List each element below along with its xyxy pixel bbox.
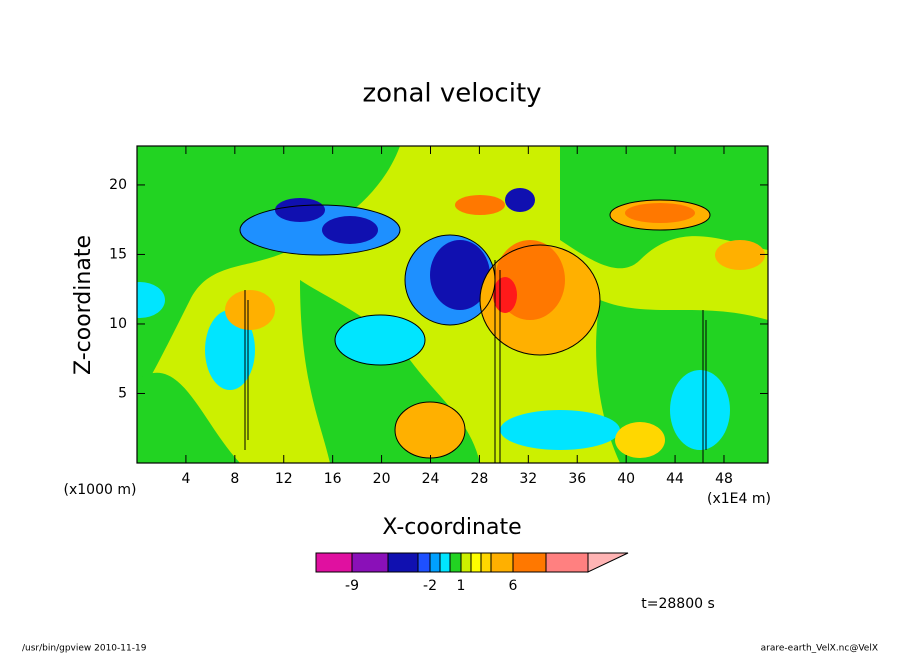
x-tick-label: 8 — [230, 471, 239, 487]
x-tick-label: 32 — [519, 471, 537, 487]
colorbar — [315, 552, 629, 573]
time-label: t=28800 s — [641, 596, 715, 612]
colorbar-label: 1 — [457, 578, 466, 594]
y-tick-label: 5 — [118, 385, 127, 401]
footer-left: /usr/bin/gpview 2010-11-19 — [22, 644, 147, 654]
colorbar-label: -9 — [345, 578, 359, 594]
y-unit: (x1000 m) — [64, 482, 137, 498]
y-tick-label: 15 — [109, 246, 127, 262]
x-unit: (x1E4 m) — [707, 491, 771, 507]
x-tick-label: 36 — [568, 471, 586, 487]
x-tick-label: 16 — [324, 471, 342, 487]
y-tick-label: 20 — [109, 177, 127, 193]
footer-right: arare-earth_VelX.nc@VelX — [761, 644, 878, 654]
plot-frame — [136, 145, 769, 464]
x-axis-label: X-coordinate — [382, 515, 521, 540]
x-tick-label: 44 — [666, 471, 684, 487]
x-tick-label: 40 — [617, 471, 635, 487]
y-tick-label: 10 — [109, 316, 127, 332]
x-tick-label: 20 — [373, 471, 391, 487]
x-tick-label: 48 — [715, 471, 733, 487]
x-tick-label: 4 — [181, 471, 190, 487]
colorbar-label: 6 — [509, 578, 518, 594]
contour-field — [137, 146, 768, 463]
colorbar-label: -2 — [423, 578, 437, 594]
y-axis-label: Z-coordinate — [71, 235, 96, 375]
x-tick-label: 12 — [275, 471, 293, 487]
chart-title: zonal velocity — [362, 79, 541, 109]
x-tick-label: 24 — [422, 471, 440, 487]
x-tick-label: 28 — [470, 471, 488, 487]
